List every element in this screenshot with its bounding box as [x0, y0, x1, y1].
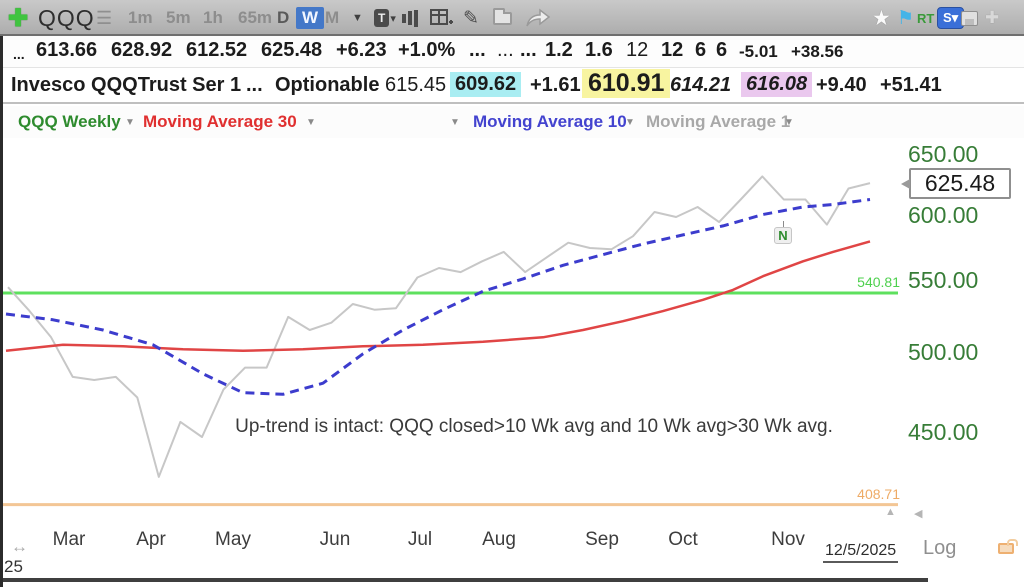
quote-close: 625.48: [261, 39, 323, 61]
x-axis-month-label: Jul: [407, 529, 433, 550]
y-axis-tick: 450.00: [908, 418, 979, 445]
x-axis-month-label: Apr: [136, 529, 166, 550]
share-icon[interactable]: [525, 0, 551, 36]
x-axis-month-label: Nov: [771, 529, 805, 550]
info-val-a: 615.45: [385, 74, 447, 96]
unlock-icon[interactable]: [998, 539, 1018, 554]
quote-val-h: +38.56: [791, 42, 844, 61]
quote-val-f: 6: [716, 39, 728, 61]
y-axis-tick: 650.00: [908, 141, 979, 167]
folder-icon[interactable]: [493, 0, 512, 36]
last-price-box: 625.48: [901, 168, 1011, 200]
quote-val-d: 12: [661, 39, 684, 61]
info-dots[interactable]: ...: [246, 74, 263, 96]
timeframe-dropdown-icon[interactable]: ▼: [352, 12, 363, 24]
ma30-selector[interactable]: Moving Average 30: [143, 112, 297, 131]
quote-dots-teal: ...: [469, 39, 486, 61]
grid-layout-icon[interactable]: [430, 0, 454, 36]
x-axis: Mar Apr May Jun Jul Aug Sep Oct Nov 12/5/2025 Lo…: [3, 525, 1024, 587]
ma10-selector[interactable]: Moving Average 10: [473, 112, 627, 131]
quote-change: +6.23: [336, 39, 387, 61]
quote-open: 613.66: [36, 39, 98, 61]
x-axis-month-label: Aug: [482, 529, 516, 550]
optionable-badge: Optionable: [275, 74, 380, 96]
hline-label: 540.81: [857, 273, 900, 290]
volume-bars-icon[interactable]: [402, 0, 420, 36]
chart-canvas[interactable]: [3, 138, 1024, 525]
main-toolbar: ✚ QQQ ☰ 1m 5m 1h 65m D W M ▼ T ▾ ✎: [0, 0, 1024, 36]
log-scale-toggle[interactable]: Log: [923, 537, 957, 559]
realtime-badge: RT: [917, 10, 935, 26]
x-axis-month-label: Oct: [668, 529, 698, 550]
info-val-g: +9.40: [816, 74, 867, 96]
scroll-up-icon[interactable]: ▲: [885, 506, 896, 518]
symbol-label[interactable]: QQQ: [38, 4, 95, 31]
quote-high: 628.92: [111, 39, 173, 61]
scroll-left-icon[interactable]: ◀: [914, 508, 923, 520]
info-val-d-highlight-yellow: 610.91: [582, 69, 671, 98]
quote-val-e: 6: [695, 39, 707, 61]
text-tool-button[interactable]: T ▾: [374, 0, 396, 36]
timeframe-5m[interactable]: 5m: [166, 8, 191, 27]
x-axis-month-label: Sep: [585, 529, 619, 550]
timeframe-daily[interactable]: D: [277, 8, 290, 27]
timeframe-weekly-active[interactable]: W: [296, 7, 325, 29]
info-val-c: +1.61: [530, 74, 581, 96]
quote-dots-black: ...: [520, 39, 537, 61]
window-bottom-edge: [3, 578, 928, 582]
quote-val-g: -5.01: [739, 42, 778, 61]
info-val-e: 614.21: [670, 74, 732, 96]
chart-annotation: Up-trend is intact: QQQ closed>10 Wk avg…: [235, 416, 833, 437]
quote-low: 612.52: [186, 39, 248, 61]
favorite-star-icon[interactable]: ★: [872, 6, 891, 30]
x-axis-month-label: Mar: [52, 529, 86, 550]
quote-val-b: 1.6: [585, 39, 613, 61]
chart-header: QQQ Weekly ▼ Moving Average 30 ▼ ▼ Movin…: [3, 106, 1024, 138]
pan-horizontal-icon[interactable]: ↔: [11, 537, 28, 556]
hline-label: 408.71: [857, 485, 900, 502]
info-val-f-highlight-pink: 616.08: [741, 72, 813, 97]
quote-change-pct: +1.0%: [398, 39, 456, 61]
y-axis-tick: 500.00: [908, 339, 979, 366]
quote-val-c: 12: [626, 39, 649, 61]
ma1-dropdown-icon[interactable]: ▼: [784, 117, 794, 128]
timeframe-1h[interactable]: 1h: [203, 8, 223, 27]
strategy-button[interactable]: S▾: [937, 0, 965, 36]
ma10-dropdown-icon[interactable]: ▼: [625, 117, 635, 128]
timeframe-65m[interactable]: 65m: [238, 8, 273, 27]
quote-dots-gray: ...: [497, 39, 514, 61]
series-dropdown-icon[interactable]: ▼: [125, 117, 135, 128]
timeframe-monthly[interactable]: M: [325, 8, 340, 27]
ma30-dropdown-icon[interactable]: ▼: [306, 117, 316, 128]
note-marker[interactable]: N: [774, 221, 792, 244]
add-symbol-icon[interactable]: ✚: [8, 4, 29, 32]
y-axis-tick: 550.00: [908, 267, 979, 294]
price-chart[interactable]: 650.00 600.00 550.00 500.00 450.00 540.81 408…: [3, 138, 1024, 525]
save-icon[interactable]: [961, 0, 978, 36]
quote-val-a: 1.2: [545, 39, 573, 61]
watchlist-icon[interactable]: ☰: [96, 7, 113, 28]
y-axis-tick: 600.00: [908, 201, 979, 228]
corner-label: 25: [4, 557, 23, 576]
instrument-name: Invesco QQQTrust Ser 1: [11, 74, 242, 96]
info-val-h: +51.41: [880, 74, 942, 96]
x-axis-month-label: Jun: [319, 529, 351, 550]
quote-dots-red: ...: [13, 46, 25, 62]
content-frame: ... 613.66 628.92 612.52 625.48 +6.23 +1…: [0, 36, 1024, 587]
series-selector[interactable]: QQQ Weekly: [18, 112, 121, 131]
ma1-selector[interactable]: Moving Average 1: [646, 112, 791, 131]
timeframe-1m[interactable]: 1m: [128, 8, 153, 27]
quote-row: ... 613.66 628.92 612.52 625.48 +6.23 +1…: [3, 36, 1024, 68]
lone-dropdown-icon[interactable]: ▼: [450, 117, 460, 128]
flag-icon[interactable]: ⚑: [897, 7, 915, 29]
instrument-info-row: Invesco QQQTrust Ser 1 ... Optionable 61…: [3, 69, 1024, 104]
draw-tool-icon[interactable]: ✎: [463, 7, 479, 29]
x-axis-month-label: May: [215, 529, 251, 550]
info-val-b-highlight-cyan: 609.62: [450, 72, 522, 97]
end-date-label[interactable]: 12/5/2025: [823, 542, 899, 563]
move-window-icon[interactable]: ✚: [985, 8, 1000, 27]
